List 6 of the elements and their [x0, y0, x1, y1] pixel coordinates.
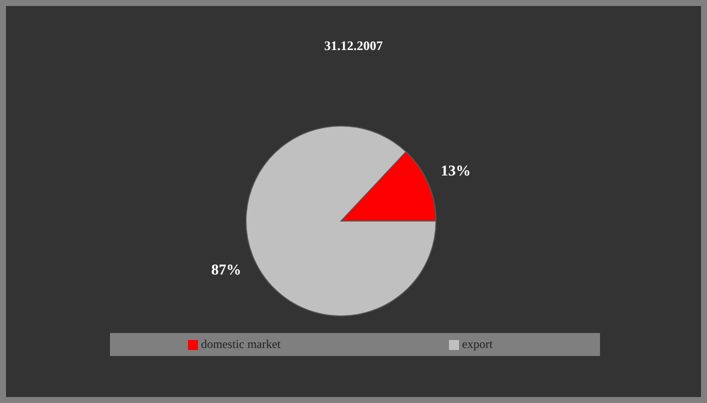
- legend-label: domestic market: [201, 337, 281, 352]
- pie-slice: [246, 126, 436, 316]
- chart-title: 31.12.2007: [323, 38, 384, 54]
- data-label: 13%: [440, 163, 471, 180]
- legend-label: export: [462, 337, 493, 352]
- data-label: 87%: [211, 262, 242, 279]
